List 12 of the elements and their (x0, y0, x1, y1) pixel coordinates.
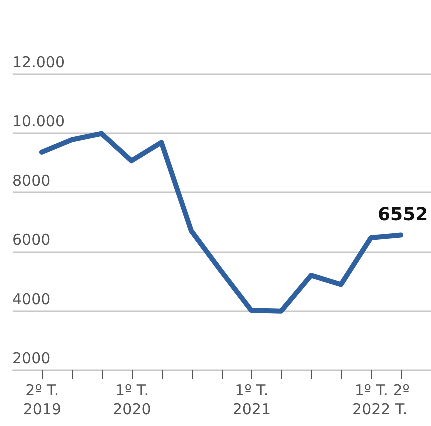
y-tick-label: 12.000 (12, 54, 65, 72)
y-tick-label: 4000 (12, 290, 51, 308)
x-tick-label: 2º T. (393, 382, 410, 418)
y-tick-label: 8000 (12, 172, 51, 190)
y-tick-label: 2000 (12, 350, 51, 368)
x-tick-label: 1º T. 2022 (352, 382, 391, 418)
y-tick-label: 10.000 (12, 112, 65, 131)
y-tick-label: 6000 (12, 231, 51, 250)
x-tick-label: 1º T. 2020 (113, 382, 152, 418)
data-label: 6552 (378, 204, 428, 226)
x-tick-label: 2º T. 2019 (23, 382, 62, 418)
x-tick-label: 1º T. 2021 (232, 382, 272, 418)
